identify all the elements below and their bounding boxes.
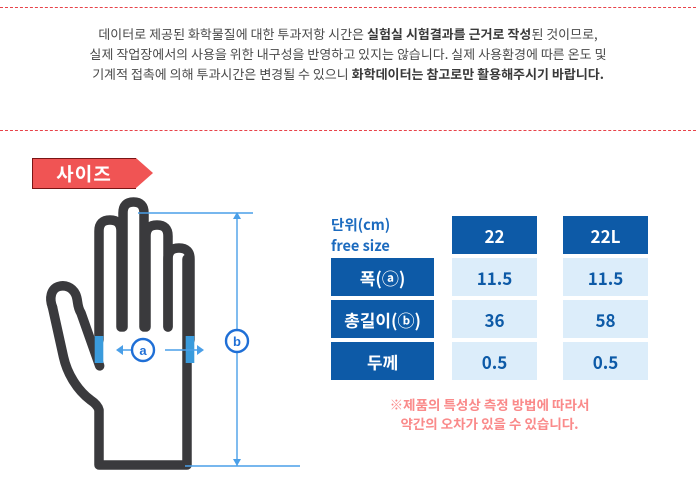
svg-text:b: b xyxy=(233,334,241,349)
svg-text:a: a xyxy=(139,343,147,358)
